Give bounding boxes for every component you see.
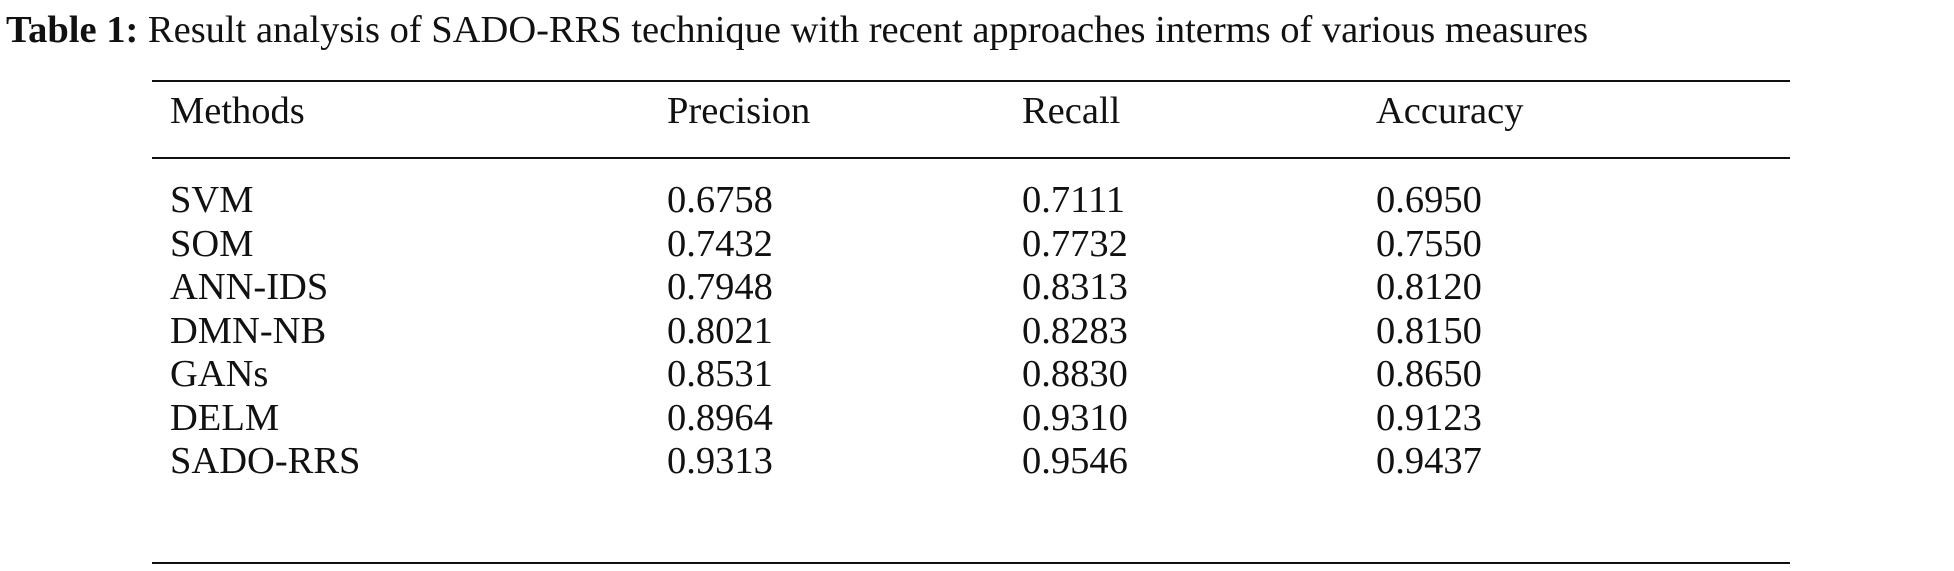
row-method: ANN-IDS xyxy=(170,266,329,308)
row-precision: 0.8964 xyxy=(667,396,773,439)
table-bottom-rule xyxy=(152,562,1790,564)
header-recall: Recall xyxy=(1022,90,1121,132)
row-accuracy: 0.8120 xyxy=(1376,266,1482,308)
row-method: DMN-NB xyxy=(170,309,327,352)
row-precision: 0.7432 xyxy=(667,222,773,265)
table-caption: Table 1: Result analysis of SADO-RRS tec… xyxy=(6,4,1588,56)
row-recall: 0.7111 xyxy=(1022,179,1126,221)
table-top-rule xyxy=(152,80,1790,82)
row-method: DELM xyxy=(170,396,280,439)
header-accuracy: Accuracy xyxy=(1376,90,1524,132)
row-recall: 0.7732 xyxy=(1022,222,1128,265)
header-methods: Methods xyxy=(170,90,305,132)
table-caption-label: Table 1: xyxy=(6,9,139,51)
header-precision: Precision xyxy=(667,90,811,132)
row-recall: 0.9310 xyxy=(1022,396,1128,439)
row-accuracy: 0.8650 xyxy=(1376,353,1482,395)
row-accuracy: 0.9123 xyxy=(1376,396,1482,439)
row-method: SOM xyxy=(170,222,254,265)
row-precision: 0.8531 xyxy=(667,353,773,395)
row-accuracy: 0.8150 xyxy=(1376,309,1482,352)
row-precision: 0.8021 xyxy=(667,309,773,352)
row-method: SADO-RRS xyxy=(170,440,361,482)
row-precision: 0.6758 xyxy=(667,179,773,221)
row-recall: 0.8830 xyxy=(1022,353,1128,395)
table-header-rule xyxy=(152,157,1790,159)
row-accuracy: 0.6950 xyxy=(1376,179,1482,221)
row-method: GANs xyxy=(170,353,269,395)
row-recall: 0.8283 xyxy=(1022,309,1128,352)
row-recall: 0.9546 xyxy=(1022,440,1128,482)
row-precision: 0.7948 xyxy=(667,266,773,308)
row-recall: 0.8313 xyxy=(1022,266,1128,308)
row-method: SVM xyxy=(170,179,254,221)
row-accuracy: 0.7550 xyxy=(1376,222,1482,265)
table-caption-text: Result analysis of SADO-RRS technique wi… xyxy=(147,9,1589,51)
row-accuracy: 0.9437 xyxy=(1376,440,1482,482)
row-precision: 0.9313 xyxy=(667,440,773,482)
